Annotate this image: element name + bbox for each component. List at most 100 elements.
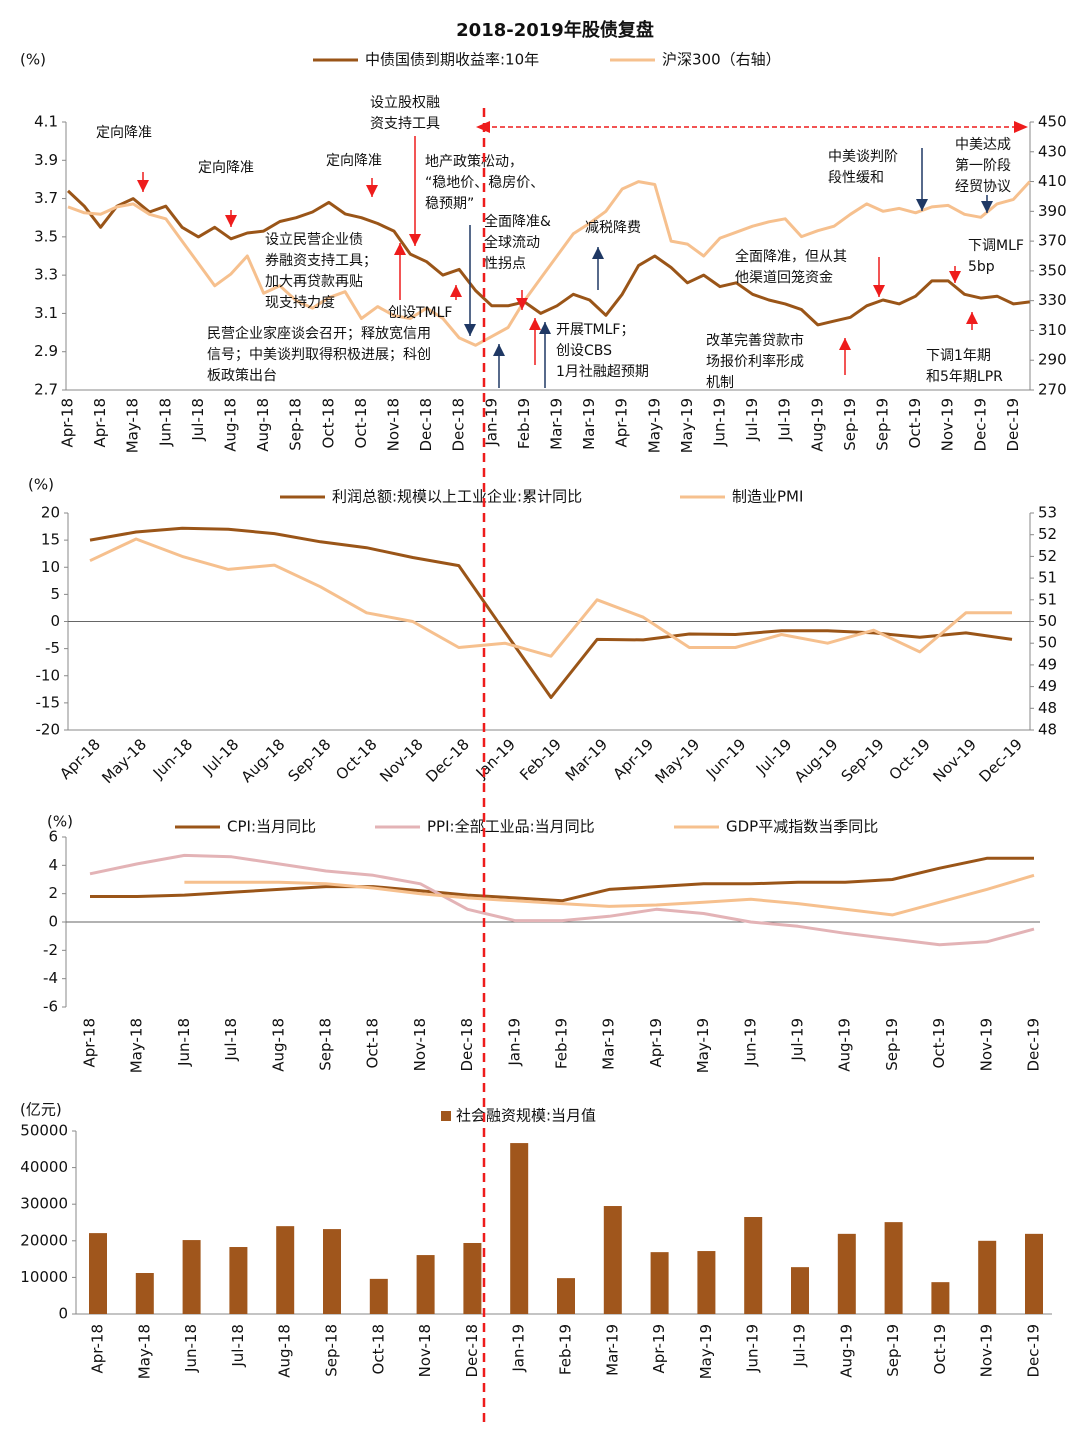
annotation: 地产政策松动， [425,153,523,170]
y-tick-label: 2 [48,884,58,902]
x-tick-label: Mar-19 [600,1018,618,1070]
y-axis-label: (亿元) [20,1101,62,1119]
x-tick-label: Jul-19 [752,735,796,779]
x-tick-label: May-18 [98,735,150,787]
x-tick-label: Jun-18 [156,398,174,447]
x-tick-label: Jun-19 [741,1018,759,1067]
y-axis-label: (%) [28,476,54,494]
x-tick-label: Jan-19 [482,398,500,447]
series-line [184,873,1035,917]
legend-label: 中债国债到期收益率:10年 [365,51,539,69]
y2-tick-label: 410 [1038,172,1067,190]
x-tick-label: Jul-19 [776,398,794,442]
annotation: 定向降准 [326,153,382,169]
x-tick-label: Jul-19 [789,1018,807,1062]
x-tick-label: Aug-19 [791,735,842,786]
x-tick-label: Sep-19 [884,1324,902,1377]
x-tick-label: Aug-19 [837,1324,855,1378]
x-tick-label: Sep-19 [841,398,859,451]
y-tick-label: 0 [48,913,58,931]
annotation: 下调1年期 [926,348,991,364]
legend-label: CPI:当月同比 [227,818,316,836]
y-tick-label: 0 [58,1305,68,1323]
x-tick-label: Oct-19 [930,1018,948,1068]
y-tick-label: 40000 [20,1158,68,1176]
bar [931,1282,950,1314]
x-tick-label: May-19 [678,398,696,453]
y-tick-label: 4.1 [34,113,58,131]
annotation: 定向降准 [198,160,254,176]
y2-tick-label: 49 [1038,655,1057,673]
bar [323,1229,341,1314]
y-tick-label: -10 [36,666,61,684]
arrow-head [409,234,421,246]
arrow-head [981,201,993,213]
legend-label: 利润总额:规模以上工业企业:累计同比 [332,488,582,506]
x-tick-label: Nov-18 [376,735,426,785]
annotation: 创设TMLF [388,305,452,321]
x-tick-label: Nov-18 [411,1018,429,1071]
arrow-head [592,247,604,259]
bar [791,1267,809,1314]
annotation: 中美达成 [955,137,1011,153]
y-tick-label: -15 [36,693,61,711]
x-tick-label: Apr-19 [613,398,631,448]
x-tick-label: Jul-19 [743,398,761,442]
bar [510,1143,529,1314]
legend-label: 沪深300（右轴） [662,51,781,69]
bar [182,1240,201,1314]
bar [229,1247,248,1314]
legend-label: GDP平减指数当季同比 [726,818,878,836]
x-tick-label: Apr-18 [56,735,104,783]
legend-swatch [441,1111,451,1121]
bar [697,1251,716,1314]
x-tick-label: Sep-18 [287,398,305,451]
y2-tick-label: 270 [1038,381,1067,399]
x-tick-label: May-18 [135,1324,153,1379]
x-tick-label: Aug-18 [238,735,289,786]
x-tick-label: Oct-18 [364,1018,382,1068]
x-tick-label: Aug-18 [269,1018,287,1072]
bar [463,1242,482,1314]
annotation: 全球流动 [484,234,540,251]
bar [1025,1233,1043,1314]
arrow-head [366,185,378,197]
y2-tick-label: 52 [1038,525,1057,543]
y-tick-label: 4 [48,856,58,874]
y-tick-label: -6 [43,998,58,1016]
annotation: 加大再贷款再贴 [265,274,363,290]
arrow-head [1014,121,1028,133]
y2-tick-label: 49 [1038,677,1057,695]
annotation: 全面降准& [484,213,551,230]
annotation: 性拐点 [484,256,526,272]
x-tick-label: Nov-18 [385,398,403,451]
series-line [89,853,1035,947]
bar [744,1217,763,1314]
annotation: 现支持力度 [265,295,335,311]
y2-tick-label: 51 [1038,569,1057,587]
x-tick-label: Apr-19 [650,1324,668,1374]
x-tick-label: Aug-18 [254,398,272,452]
x-tick-label: Jul-19 [791,1324,809,1368]
x-tick-label: Apr-18 [81,1018,99,1068]
bar [369,1278,388,1314]
x-tick-label: Aug-19 [808,398,826,452]
x-tick-label: Dec-18 [417,398,435,452]
legend-label: PPI:全部工业品:当月同比 [427,818,595,836]
x-tick-label: Jun-19 [702,735,749,782]
x-tick-label: Dec-18 [463,1324,481,1378]
x-tick-label: Aug-19 [836,1018,854,1072]
annotation: 他渠道回笼资金 [735,269,833,286]
bar [135,1273,154,1314]
annotation: 板政策出台 [207,367,277,384]
x-tick-label: Jul-18 [189,398,207,442]
y2-tick-label: 430 [1038,142,1067,160]
page-title: 2018-2019年股债复盘 [456,19,654,41]
annotation: 设立民营企业债 [265,231,363,248]
x-tick-label: Sep-19 [838,735,888,785]
annotation: 经贸协议 [955,179,1011,195]
x-tick-label: Oct-19 [885,735,933,783]
x-tick-label: Jul-18 [229,1324,247,1368]
y-tick-label: 50000 [20,1122,68,1140]
